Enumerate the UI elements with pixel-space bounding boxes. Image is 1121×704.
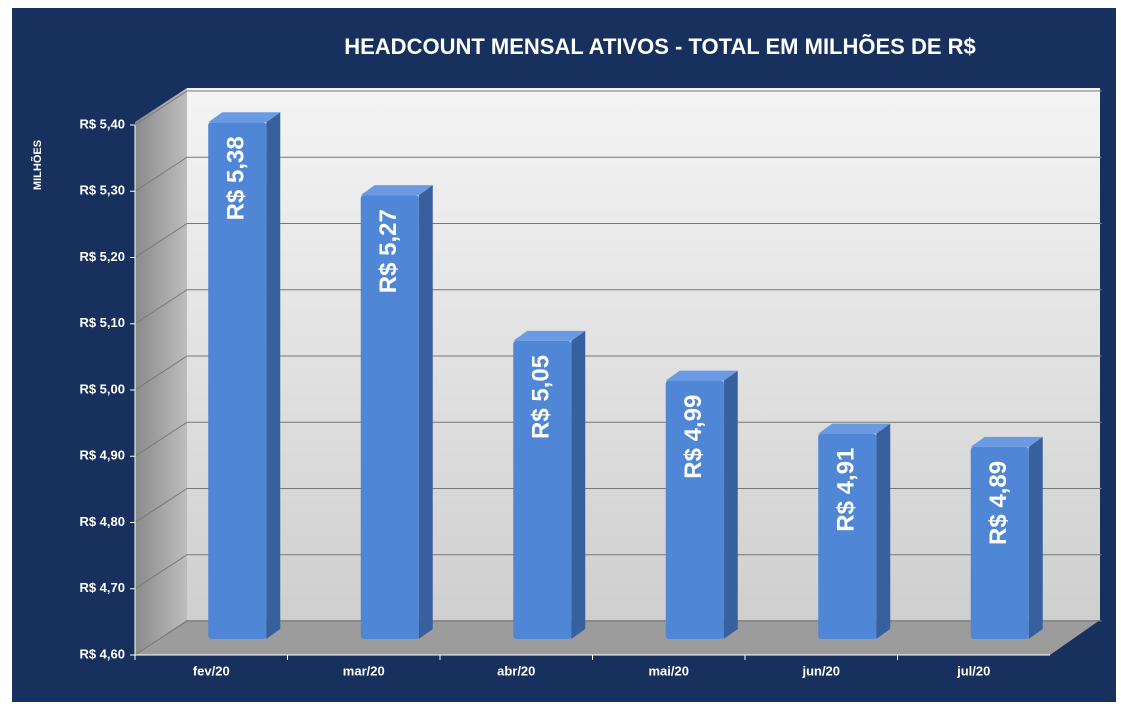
x-tick-label: fev/20 — [193, 663, 230, 678]
bar — [360, 195, 419, 639]
value-label: R$ 5,38 — [223, 136, 250, 220]
y-tick-label: R$ 4,90 — [79, 448, 125, 463]
bar — [970, 446, 1029, 639]
y-tick-label: R$ 4,60 — [79, 646, 125, 661]
grid-line — [134, 488, 188, 523]
side-wall — [135, 88, 187, 655]
y-tick-label: R$ 5,40 — [79, 116, 125, 131]
grid-line — [134, 355, 188, 391]
value-label: R$ 5,27 — [375, 209, 402, 293]
bar-top — [970, 436, 1043, 447]
y-tick-label: R$ 5,30 — [79, 183, 125, 198]
bar-side — [1028, 436, 1043, 639]
bar-top — [818, 423, 891, 434]
grid-line — [134, 90, 188, 126]
grid-line — [134, 554, 188, 590]
value-label: R$ 5,05 — [528, 355, 555, 439]
bar — [208, 122, 267, 639]
bar — [513, 340, 572, 639]
value-label: R$ 4,91 — [833, 448, 860, 532]
value-label: R$ 4,89 — [985, 461, 1012, 545]
bar — [665, 380, 724, 639]
bar-top — [665, 370, 738, 381]
y-tick-label: R$ 5,00 — [79, 381, 125, 396]
bar-side — [418, 185, 433, 639]
bar-top — [208, 112, 281, 123]
grid-line — [134, 156, 188, 192]
bar-side — [876, 423, 891, 639]
grid-line — [134, 620, 188, 656]
bar — [818, 433, 877, 639]
x-tick-label: jul/20 — [956, 663, 990, 678]
chart-title: HEADCOUNT MENSAL ATIVOS - TOTAL EM MILHÕ… — [344, 34, 976, 59]
x-tick-label: jun/20 — [801, 663, 840, 678]
grid-line — [134, 223, 188, 258]
bar-side — [266, 112, 281, 639]
y-axis-label: MILHÕES — [31, 140, 44, 190]
x-tick-label: abr/20 — [497, 663, 535, 678]
grid-line — [134, 421, 188, 457]
bar-side — [571, 330, 586, 639]
value-label: R$ 4,99 — [680, 395, 707, 479]
grid-line — [134, 289, 188, 325]
y-tick-label: R$ 4,70 — [79, 580, 125, 595]
y-tick-label: R$ 5,10 — [79, 315, 125, 330]
x-tick-label: mai/20 — [649, 663, 689, 678]
y-tick-label: R$ 5,20 — [79, 249, 125, 264]
back-wall — [187, 88, 1100, 620]
x-tick-label: mar/20 — [343, 663, 385, 678]
bar-top — [360, 185, 433, 196]
bar-side — [723, 370, 738, 639]
bar-top — [513, 330, 586, 341]
y-tick-label: R$ 4,80 — [79, 514, 125, 529]
